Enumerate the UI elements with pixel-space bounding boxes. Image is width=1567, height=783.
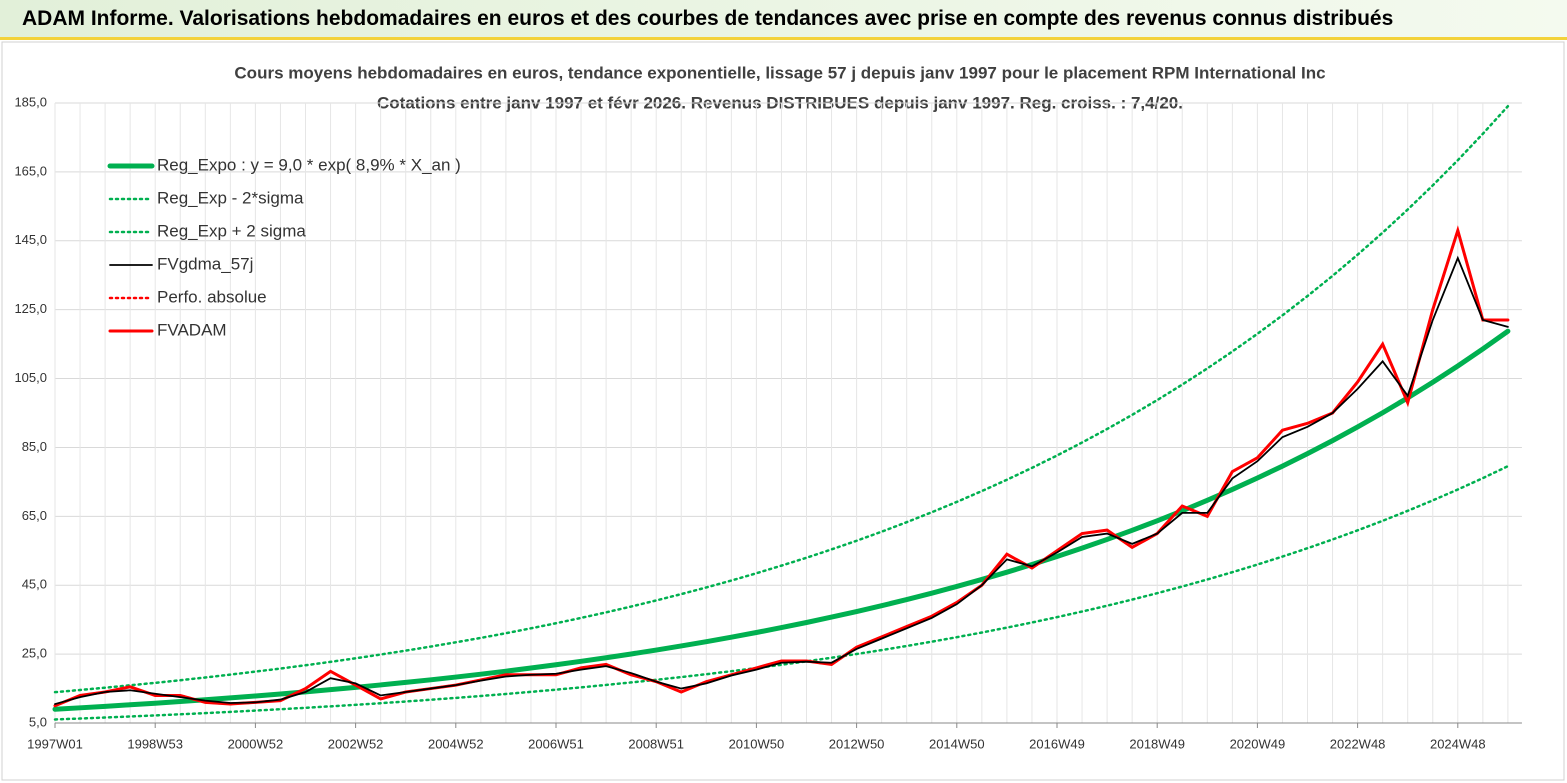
x-tick-label: 2000W52	[228, 736, 284, 751]
legend-label: FVgdma_57j	[157, 254, 253, 273]
y-tick-label: 45,0	[22, 577, 47, 592]
x-tick-label: 2020W49	[1230, 736, 1286, 751]
y-tick-label: 85,0	[22, 439, 47, 454]
chart: Cours moyens hebdomadaires en euros, ten…	[1, 41, 1565, 781]
series-line	[53, 104, 1510, 694]
legend-label: FVADAM	[157, 320, 227, 339]
y-tick-label: 25,0	[22, 646, 47, 661]
y-tick-label: 65,0	[22, 508, 47, 523]
series-line	[53, 225, 1510, 708]
x-tick-label: 2014W50	[929, 736, 985, 751]
x-tick-label: 2024W48	[1430, 736, 1486, 751]
x-tick-label: 2008W51	[628, 736, 684, 751]
legend-label: Reg_Expo : y = 9,0 * exp( 8,9% * X_an )	[157, 155, 461, 174]
x-tick-label: 2004W52	[428, 736, 484, 751]
y-tick-label: 125,0	[14, 301, 47, 316]
x-tick-label: 2010W50	[729, 736, 785, 751]
series-line	[53, 464, 1510, 721]
x-tick-label: 1998W53	[127, 736, 183, 751]
x-tick-label: 2022W48	[1330, 736, 1386, 751]
legend-label: Reg_Exp - 2*sigma	[157, 188, 304, 207]
x-tick-label: 2016W49	[1029, 736, 1085, 751]
y-tick-label: 165,0	[14, 163, 47, 178]
y-tick-label: 5,0	[29, 714, 47, 729]
series-line	[54, 255, 1509, 705]
chart-title: Cours moyens hebdomadaires en euros, ten…	[234, 63, 1325, 82]
chart-frame	[1, 41, 1565, 781]
x-tick-label: 2002W52	[328, 736, 384, 751]
x-tick-label: 2006W51	[528, 736, 584, 751]
y-tick-label: 185,0	[14, 94, 47, 109]
header-title: ADAM Informe. Valorisations hebdomadaire…	[0, 0, 1567, 40]
y-tick-label: 145,0	[14, 232, 47, 247]
x-tick-label: 2018W49	[1129, 736, 1185, 751]
legend-label: Perfo. absolue	[157, 287, 267, 306]
x-tick-label: 1997W01	[27, 736, 83, 751]
y-tick-label: 105,0	[14, 370, 47, 385]
x-tick-label: 2012W50	[829, 736, 885, 751]
legend-label: Reg_Exp + 2 sigma	[157, 221, 306, 240]
